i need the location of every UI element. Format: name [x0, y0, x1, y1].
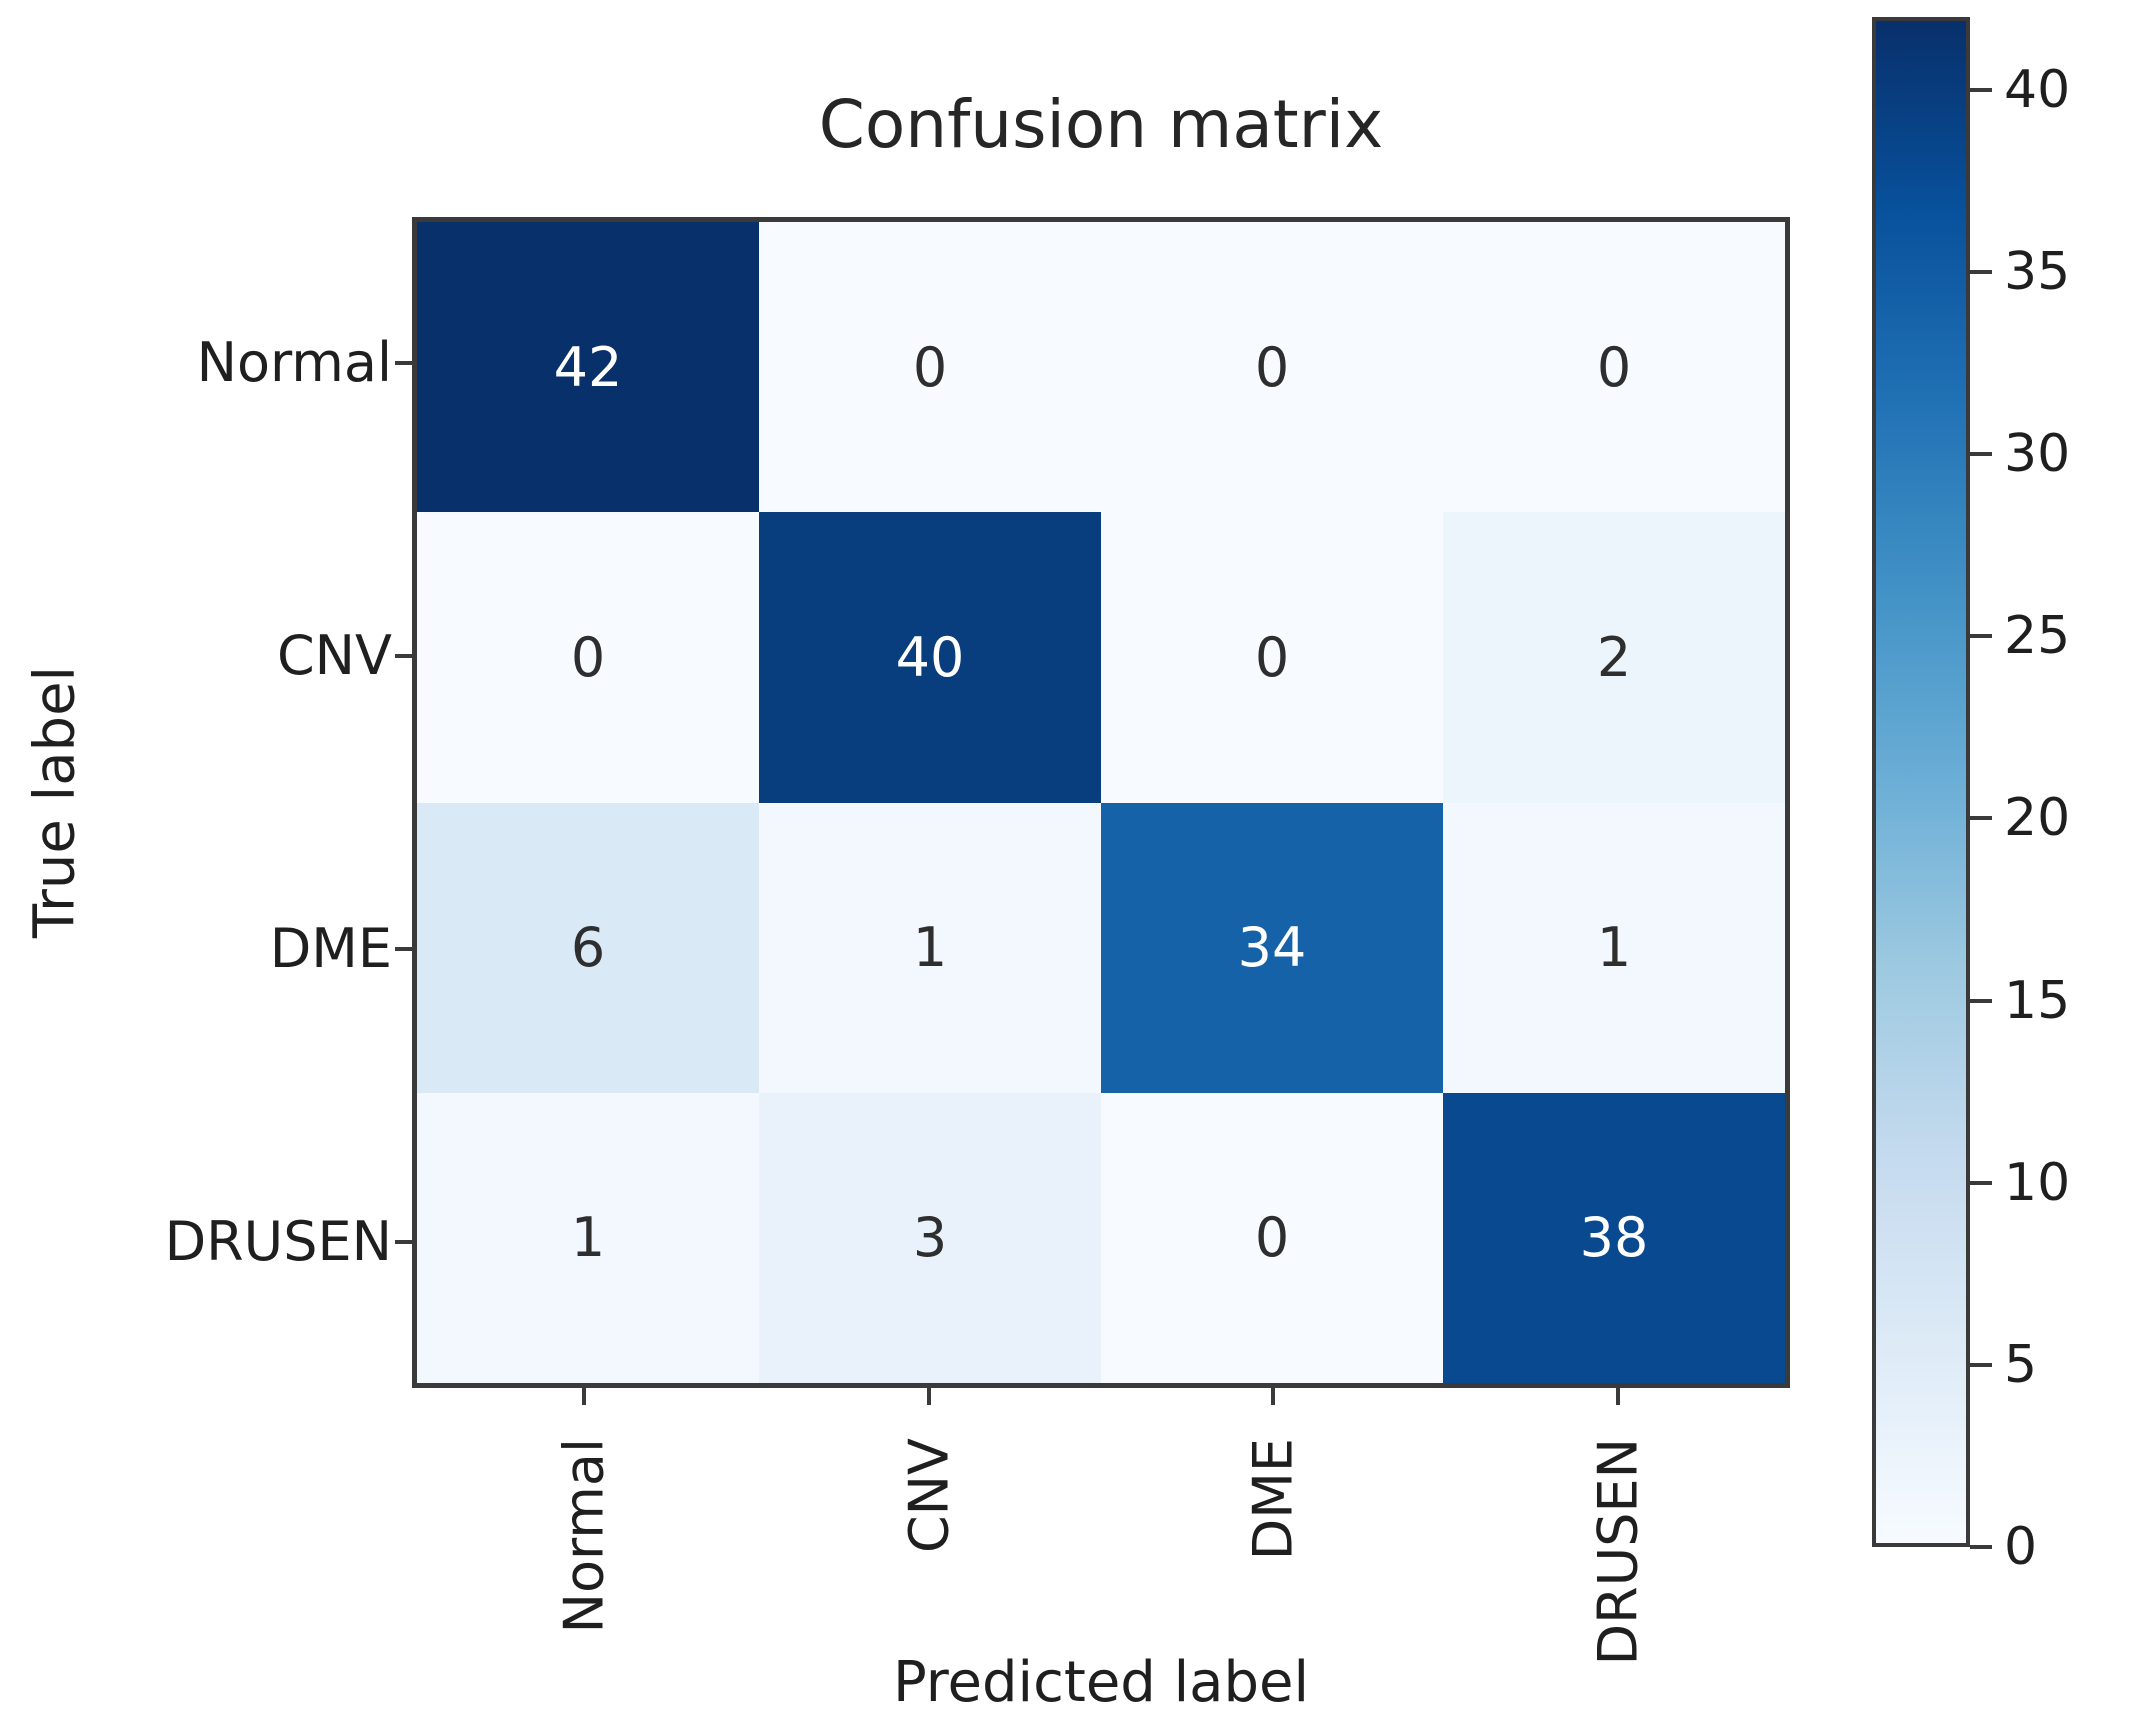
matrix-cell: 38 [1443, 1092, 1785, 1383]
x-tick-label: DME [1241, 1438, 1305, 1561]
colorbar-tick-mark [1970, 87, 1992, 92]
x-tick-label: CNV [897, 1438, 961, 1554]
cell-value: 2 [1596, 625, 1632, 689]
y-tick-label: CNV [276, 624, 392, 688]
matrix-cell: 0 [1101, 1092, 1443, 1383]
x-tick-mark [926, 1388, 931, 1405]
matrix-cell: 1 [417, 1092, 759, 1383]
y-tick-mark [395, 946, 412, 951]
matrix-cell: 3 [759, 1092, 1101, 1383]
matrix-cell: 0 [1101, 512, 1443, 803]
cell-value: 0 [1254, 335, 1290, 399]
colorbar-tick-label: 15 [2004, 970, 2071, 1031]
cell-value: 0 [912, 335, 948, 399]
y-tick-mark [395, 1239, 412, 1244]
colorbar-tick-label: 10 [2004, 1152, 2071, 1213]
matrix-cell: 42 [417, 222, 759, 513]
x-tick-mark [1615, 1388, 1620, 1405]
matrix-cell: 6 [417, 802, 759, 1093]
cell-value: 1 [1596, 916, 1632, 980]
y-axis-label: True label [22, 665, 88, 939]
colorbar-tick-mark [1970, 1545, 1992, 1549]
cell-value: 38 [1579, 1206, 1649, 1270]
x-tick-mark [1271, 1388, 1276, 1405]
matrix-cell: 1 [759, 802, 1101, 1093]
cell-value: 0 [570, 625, 606, 689]
colorbar-tick-mark [1970, 1180, 1992, 1185]
colorbar-tick-mark [1970, 452, 1992, 457]
y-tick-label: Normal [196, 331, 392, 395]
cell-value: 1 [912, 916, 948, 980]
colorbar-tick-label: 0 [2004, 1517, 2038, 1577]
colorbar-tick-mark [1970, 1362, 1992, 1367]
colorbar-tick-label: 40 [2004, 59, 2071, 120]
y-tick-label: DME [269, 916, 392, 980]
matrix-cell: 0 [759, 222, 1101, 513]
colorbar [1872, 17, 1970, 1547]
colorbar-tick-mark [1970, 998, 1992, 1003]
cell-value: 42 [553, 335, 623, 399]
matrix-cell: 40 [759, 512, 1101, 803]
matrix-cell: 1 [1443, 802, 1785, 1093]
colorbar-tick-label: 25 [2004, 606, 2071, 667]
y-tick-label: DRUSEN [164, 1209, 392, 1273]
x-tick-label: DRUSEN [1586, 1438, 1650, 1666]
colorbar-tick-label: 20 [2004, 788, 2071, 849]
x-tick-label: Normal [552, 1438, 616, 1634]
chart-title: Confusion matrix [818, 86, 1384, 163]
colorbar-tick-label: 35 [2004, 242, 2071, 302]
cell-value: 6 [570, 916, 606, 980]
colorbar-tick-label: 30 [2004, 424, 2071, 485]
cell-value: 34 [1237, 916, 1307, 980]
cell-value: 3 [912, 1206, 948, 1270]
colorbar-tick-label: 5 [2004, 1334, 2038, 1395]
colorbar-tick-mark [1970, 816, 1992, 821]
y-tick-mark [395, 654, 412, 659]
cell-value: 0 [1596, 335, 1632, 399]
colorbar-tick-mark [1970, 270, 1992, 274]
colorbar-tick-mark [1970, 634, 1992, 639]
cell-value: 0 [1254, 1206, 1290, 1270]
y-tick-mark [395, 361, 412, 366]
heatmap-axes: 42 0 0 0 0 40 0 2 6 1 34 1 1 3 0 38 [412, 217, 1790, 1388]
cell-value: 1 [570, 1206, 606, 1270]
matrix-cell: 34 [1101, 802, 1443, 1093]
matrix-grid: 42 0 0 0 0 40 0 2 6 1 34 1 1 3 0 38 [417, 222, 1785, 1383]
matrix-cell: 0 [1101, 222, 1443, 513]
matrix-cell: 2 [1443, 512, 1785, 803]
cell-value: 40 [895, 625, 965, 689]
matrix-cell: 0 [417, 512, 759, 803]
x-tick-mark [582, 1388, 587, 1405]
x-axis-label: Predicted label [892, 1650, 1310, 1715]
matrix-cell: 0 [1443, 222, 1785, 513]
cell-value: 0 [1254, 625, 1290, 689]
